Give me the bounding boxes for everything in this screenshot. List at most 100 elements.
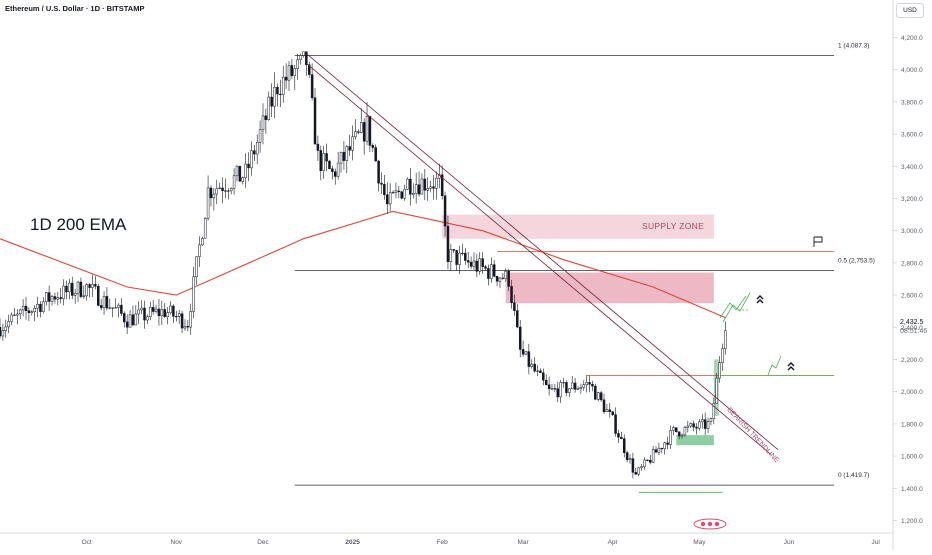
candle-body (7, 321, 10, 328)
candle-body (235, 165, 239, 177)
candle-body (458, 252, 461, 265)
candle-body (377, 160, 380, 184)
candle-body (68, 282, 71, 293)
candle-body (13, 314, 16, 316)
candle-body (310, 74, 314, 99)
candle-body (573, 382, 577, 390)
y-tick-label: 4,200.0 (901, 35, 923, 42)
candle-body (229, 188, 233, 192)
candle-body (186, 326, 190, 328)
candle-body (374, 147, 377, 162)
candle-body (568, 388, 571, 393)
candle-body (215, 188, 218, 195)
candle-body (715, 377, 718, 404)
candle-body (163, 309, 166, 317)
last-price-badge: 2,432.5 08:51:46 (900, 318, 927, 336)
candle-body (65, 285, 68, 293)
candle-body (30, 311, 34, 313)
candle-body (203, 217, 207, 239)
candle-body (218, 187, 221, 189)
candle-body (472, 260, 476, 267)
candle-body (504, 270, 507, 279)
candle-body (388, 192, 392, 205)
candle-body (426, 188, 429, 191)
candle-body (625, 452, 629, 460)
y-tick-label: 3,400.0 (901, 164, 923, 171)
candle-body (313, 97, 317, 145)
candle-body (536, 370, 539, 372)
candle-body (588, 382, 591, 385)
candle-body (146, 316, 149, 321)
y-tick-label: 2,400.0 (901, 325, 923, 332)
candle-body (270, 96, 273, 107)
candle-body (559, 382, 562, 398)
candle-body (701, 419, 704, 423)
candle-body (250, 150, 253, 169)
candle-body (712, 402, 716, 420)
candle-body (134, 313, 138, 326)
candle-body (232, 175, 236, 189)
candle-body (238, 165, 242, 182)
fib-level-label: 0.5 (2,753.5) (838, 257, 875, 264)
candle-body (227, 190, 230, 192)
candle-body (117, 304, 120, 308)
candle-body (79, 281, 83, 297)
candle-body (680, 434, 684, 437)
candle-body (605, 409, 609, 413)
candle-body (345, 146, 349, 161)
candle-body (469, 261, 473, 267)
candle-body (189, 311, 192, 328)
candle-body (62, 285, 65, 299)
candle-body (241, 177, 245, 182)
candle-body (88, 284, 91, 288)
candle-body (432, 186, 435, 189)
candle-body (695, 426, 698, 429)
candle-body (255, 142, 259, 155)
candle-body (614, 414, 617, 434)
candle-body (409, 178, 412, 195)
candle-body (290, 65, 294, 76)
candle-body (516, 310, 519, 328)
candle-body (391, 192, 395, 194)
candle-body (565, 382, 568, 393)
candle-body (481, 258, 484, 267)
currency-button[interactable]: USD (896, 3, 924, 18)
candle-body (59, 297, 62, 299)
candle-body (73, 292, 77, 296)
projection-path-lower (767, 355, 782, 376)
candle-body (651, 449, 655, 463)
candle-body (371, 145, 375, 148)
candle-body (501, 277, 505, 279)
candle-body (579, 387, 583, 389)
candle-body (706, 421, 710, 429)
candle-body (591, 383, 594, 387)
candle-body (362, 122, 366, 142)
candle-body (316, 143, 320, 151)
y-tick-label: 2,600.0 (901, 293, 923, 300)
candle-body (21, 305, 25, 311)
candle-body (279, 93, 282, 95)
y-tick-label: 1,800.0 (901, 421, 923, 428)
candle-body (455, 250, 458, 265)
candle-body (39, 303, 42, 312)
candle-body (660, 447, 664, 450)
y-tick-label: 1,200.0 (901, 518, 923, 525)
bearish-trendline-inner (306, 62, 772, 455)
candle-body (672, 427, 675, 431)
candle-body (394, 190, 398, 193)
candle-body (177, 313, 181, 317)
bar-countdown: 08:51:46 (900, 328, 928, 335)
candle-body (498, 277, 502, 282)
decorations (719, 236, 823, 376)
candle-body (114, 307, 117, 309)
y-tick-label: 1,400.0 (901, 486, 923, 493)
candle-body (446, 225, 450, 263)
candle-body (24, 305, 28, 311)
candle-body (221, 187, 224, 191)
candles (0, 51, 727, 479)
candle-body (307, 64, 311, 75)
candle-body (666, 442, 669, 445)
candle-body (524, 351, 528, 355)
